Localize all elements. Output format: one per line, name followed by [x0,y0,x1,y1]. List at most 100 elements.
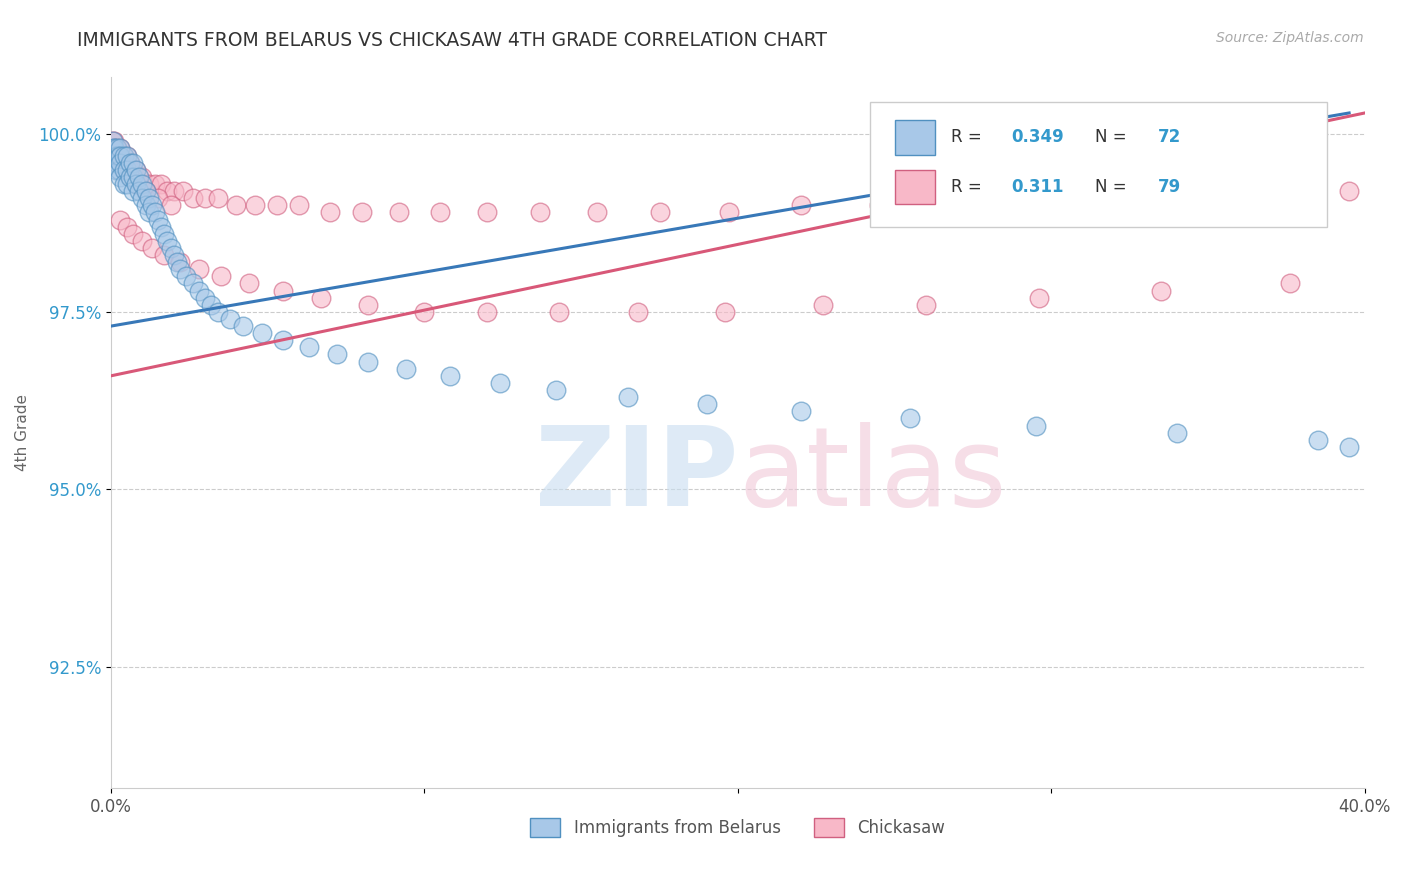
Point [319,205,342,219]
Point [115,148,138,162]
Text: atlas: atlas [738,422,1007,529]
Point [169,262,191,277]
Text: 79: 79 [1159,178,1181,196]
Point [207,305,229,319]
Point [159,241,181,255]
Point [219,312,242,326]
Point [200,298,222,312]
Point [118,162,141,177]
Point [103,148,125,162]
Point [146,212,169,227]
Point [172,184,194,198]
Point [115,177,138,191]
Point [811,298,834,312]
Point [105,148,128,162]
Point [131,234,153,248]
Point [104,162,127,177]
Point [138,177,160,191]
Point [413,305,436,319]
Point [150,177,173,191]
Point [103,155,125,169]
Text: 0.311: 0.311 [1011,178,1064,196]
Point [115,162,138,177]
Point [273,333,295,347]
Point [156,234,179,248]
Point [112,148,135,162]
Point [143,177,166,191]
Point [128,184,150,198]
Text: Source: ZipAtlas.com: Source: ZipAtlas.com [1216,31,1364,45]
Point [122,184,145,198]
Point [131,191,153,205]
Point [1339,440,1361,454]
Point [105,141,128,155]
Point [181,191,204,205]
Point [103,141,125,155]
Point [125,177,148,191]
Point [118,169,141,184]
Point [245,198,267,212]
Point [125,177,148,191]
Point [150,219,173,234]
Point [250,326,273,341]
Point [915,298,938,312]
Point [357,354,380,368]
Point [131,169,153,184]
Point [714,305,737,319]
Point [122,155,145,169]
Point [898,411,921,425]
Point [952,198,974,212]
Point [209,269,232,284]
Point [110,141,132,155]
Point [115,155,138,169]
Point [115,219,138,234]
Point [103,141,125,155]
Point [1025,418,1047,433]
Point [112,162,135,177]
Point [153,248,176,262]
Text: 0.349: 0.349 [1011,128,1064,146]
Point [288,198,311,212]
Point [789,404,811,418]
Point [388,205,411,219]
Point [617,390,640,404]
Point [194,191,217,205]
Point [156,184,179,198]
Point [105,155,128,169]
Point [717,205,740,219]
Point [357,298,380,312]
Point [232,319,254,334]
Point [103,134,125,148]
Point [488,376,510,390]
Point [789,198,811,212]
Point [110,148,132,162]
Point [309,291,332,305]
Point [1135,191,1157,205]
Point [325,347,347,361]
Point [429,205,451,219]
Point [125,162,148,177]
Point [108,148,131,162]
Text: IMMIGRANTS FROM BELARUS VS CHICKASAW 4TH GRADE CORRELATION CHART: IMMIGRANTS FROM BELARUS VS CHICKASAW 4TH… [77,31,827,50]
Point [477,305,499,319]
Point [627,305,650,319]
Point [187,284,209,298]
Point [135,184,157,198]
Point [104,141,127,155]
Point [118,155,141,169]
Point [166,255,188,269]
Point [194,291,217,305]
Point [238,277,260,291]
Point [101,134,124,148]
Point [548,305,571,319]
Point [546,383,568,397]
Point [101,134,124,148]
Point [118,169,141,184]
Point [128,169,150,184]
Point [1234,191,1257,205]
Point [135,198,157,212]
Point [586,205,609,219]
Point [112,155,135,169]
Point [395,361,418,376]
Point [112,162,135,177]
